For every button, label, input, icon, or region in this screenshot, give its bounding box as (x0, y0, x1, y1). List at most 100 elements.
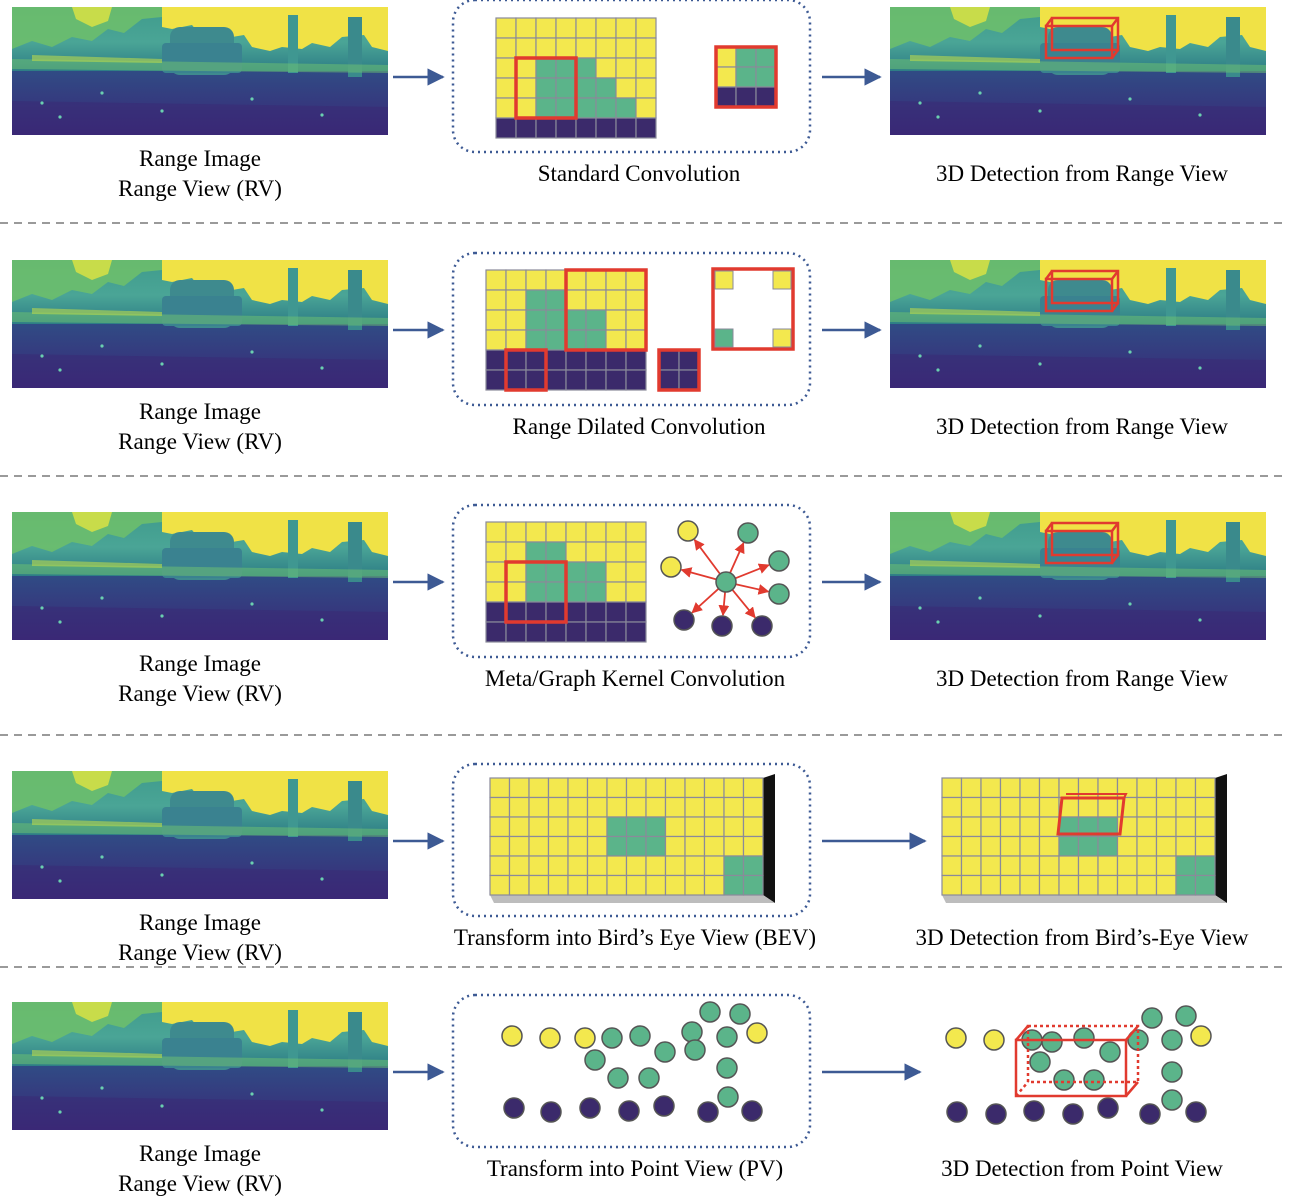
grid-cell (585, 581, 607, 603)
grid-cell (605, 621, 627, 643)
grid-cell (505, 581, 527, 603)
bev-cell (606, 777, 628, 799)
bev-cell (508, 777, 530, 799)
bev-cell (547, 855, 569, 877)
grid-cell (625, 289, 647, 311)
bev-cell (645, 816, 667, 838)
bev-cell (980, 835, 1002, 857)
bev-cell (508, 835, 530, 857)
bev-cell (547, 874, 569, 896)
grid-cell (625, 269, 647, 291)
bev-cell (664, 874, 686, 896)
grid-cell (545, 541, 567, 563)
grid-cell (625, 369, 647, 391)
range-image (12, 512, 388, 640)
grid-cell (585, 289, 607, 311)
bev-cell (980, 777, 1002, 799)
grid-cell (625, 349, 647, 371)
grid-cell (545, 349, 567, 371)
grid-cell (495, 77, 517, 99)
bev-cell (703, 874, 725, 896)
bev-cell (528, 796, 550, 818)
grid-cell (565, 541, 587, 563)
method-panel (451, 251, 812, 407)
bev-cell (1155, 796, 1177, 818)
bev-cell (684, 796, 706, 818)
bev-cell (489, 835, 511, 857)
grid-cell (505, 561, 527, 583)
bev-cell (567, 835, 589, 857)
bev-cell (489, 855, 511, 877)
detection-box-3d (1044, 16, 1120, 60)
grid-cell (585, 561, 607, 583)
input-label-2: Range View (RV) (118, 429, 282, 454)
bev-cell (1136, 777, 1158, 799)
grid-cell (485, 541, 507, 563)
grid-cell (615, 77, 637, 99)
row-range-dilated-convolution: Range Image Range View (RV) Range Dilate… (12, 251, 1266, 454)
graph-node (673, 609, 695, 631)
bev-cell (1136, 816, 1158, 838)
grid-cell (615, 57, 637, 79)
grid-cell (595, 97, 617, 119)
graph-edge (735, 583, 770, 595)
bev-slab-side (763, 774, 775, 903)
input-label-1: Range Image (139, 1141, 261, 1166)
row-birds-eye-view: Range Image Range View (RV) Transform in… (12, 762, 1249, 965)
graph-kernel (660, 520, 790, 637)
point (746, 1022, 768, 1044)
bev-cell (1058, 855, 1080, 877)
point (1029, 1051, 1051, 1073)
bev-cell (645, 777, 667, 799)
bev-cell (1097, 835, 1119, 857)
grid-cell (535, 57, 557, 79)
bev-cell (1136, 835, 1158, 857)
grid-cell (605, 581, 627, 603)
bev-cell (664, 796, 686, 818)
grid-cell (495, 57, 517, 79)
input-label-1: Range Image (139, 910, 261, 935)
grid-cell (565, 269, 587, 291)
grid-cell (505, 601, 527, 623)
graph-node (677, 520, 699, 542)
input-label-2: Range View (RV) (118, 940, 282, 965)
grid-cell (658, 369, 680, 391)
bev-cell (703, 816, 725, 838)
bev-cell (489, 777, 511, 799)
range-image (12, 771, 388, 899)
point (681, 1021, 703, 1043)
grid-cell (565, 601, 587, 623)
grid-cell (515, 57, 537, 79)
bev-cell (1019, 855, 1041, 877)
detection-box-bev (1056, 793, 1128, 836)
grid-cell (575, 77, 597, 99)
bev-cell (1116, 874, 1138, 896)
bev-cell (664, 777, 686, 799)
bev-cell (1175, 855, 1197, 877)
kernel-window-small (504, 348, 548, 392)
grid-cell (595, 57, 617, 79)
method-label: Meta/Graph Kernel Convolution (485, 666, 786, 691)
point (716, 1057, 738, 1079)
feature-grid (495, 17, 657, 139)
bev-cell (980, 796, 1002, 818)
grid-cell (605, 601, 627, 623)
bev-cell (1019, 796, 1041, 818)
bev-cell (1038, 874, 1060, 896)
graph-edge (680, 567, 717, 581)
grid-cell (755, 86, 777, 108)
bev-cell (684, 835, 706, 857)
grid-cell (735, 86, 757, 108)
kernel-outline (714, 45, 778, 109)
input-label-2: Range View (RV) (118, 1171, 282, 1196)
point (501, 1025, 523, 1047)
grid-cell (605, 289, 627, 311)
grid-cell (555, 97, 577, 119)
bev-cell (723, 855, 745, 877)
bev-cell (1038, 816, 1060, 838)
bev-cell (1194, 816, 1216, 838)
detection-box-3d (1044, 521, 1120, 565)
bev-slab-bottom (942, 895, 1227, 903)
grid-cell (525, 329, 547, 351)
point (1161, 1089, 1183, 1111)
